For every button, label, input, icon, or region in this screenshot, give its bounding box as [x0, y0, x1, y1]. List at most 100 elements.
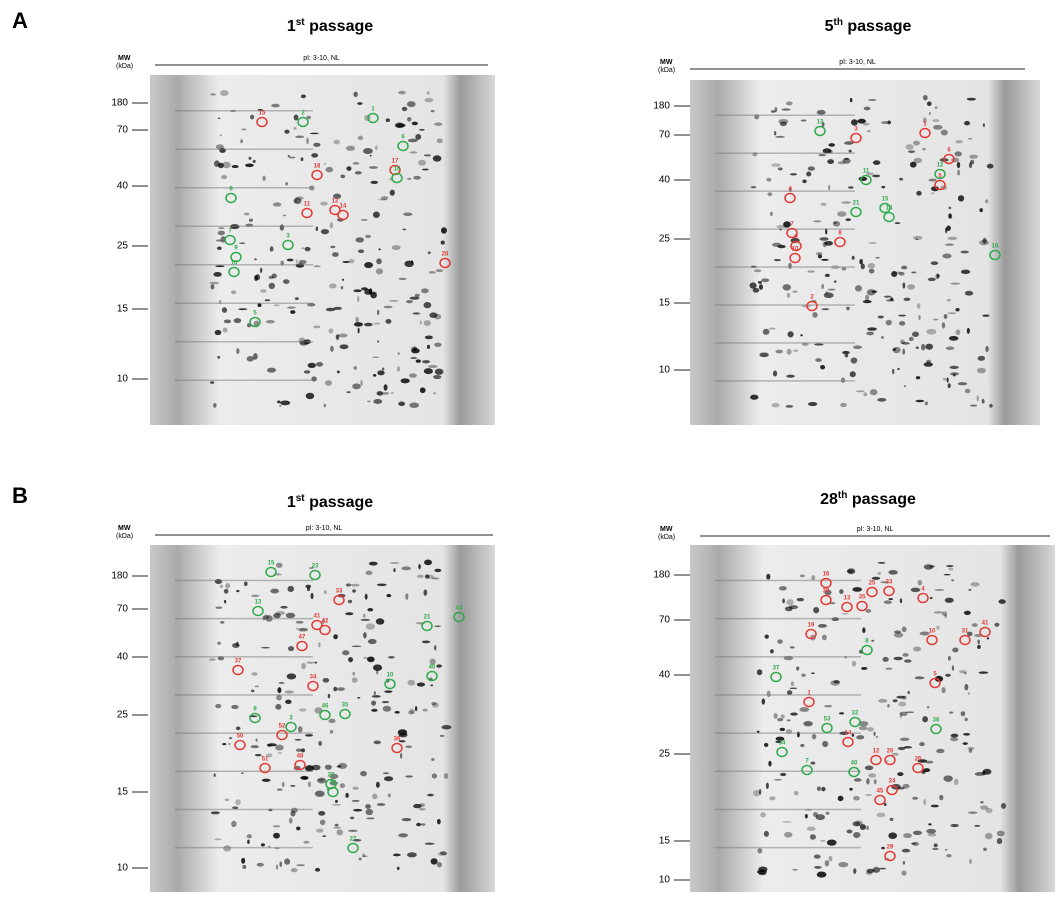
spot-circle — [453, 611, 465, 623]
spot-circle — [834, 236, 846, 248]
gel-spot — [881, 846, 885, 850]
gel-spot — [912, 830, 923, 836]
gel-spot — [398, 90, 406, 95]
gel-spot — [922, 147, 926, 151]
gel-spot — [807, 402, 818, 407]
gel-spot — [963, 610, 971, 615]
gel-spot — [287, 154, 290, 158]
gel-spot — [792, 290, 798, 294]
gel-spot — [966, 327, 970, 334]
gel-spot — [897, 746, 906, 751]
gel-spot — [217, 641, 221, 645]
gel-spot — [403, 212, 413, 217]
gel-spot — [372, 793, 378, 800]
spot-label: 12 — [332, 199, 339, 205]
gel-spot — [872, 866, 881, 873]
gel-spot — [219, 90, 229, 96]
gel-spot — [397, 352, 400, 355]
gel-spot — [908, 150, 916, 154]
gel-spot — [881, 185, 886, 189]
gel-spot — [841, 612, 849, 615]
gel-spot — [969, 154, 978, 159]
gel-spot — [864, 765, 874, 771]
gel-spot — [217, 355, 221, 359]
gel-spot — [772, 370, 778, 377]
gel-spot — [926, 705, 930, 709]
gel-spot — [373, 691, 376, 695]
gel-spot — [828, 184, 831, 191]
spot-circle — [282, 239, 294, 251]
gel-spot — [387, 655, 395, 659]
gel-spot — [964, 120, 970, 126]
gel-spot — [816, 871, 827, 878]
gel-spot — [945, 673, 951, 677]
gel-spot — [947, 656, 951, 661]
gel-spot — [409, 402, 419, 408]
gel-spot — [913, 157, 922, 164]
gel-spot — [219, 584, 224, 588]
gel-spot — [786, 374, 795, 378]
gel-spot — [865, 609, 872, 613]
gel-spot — [942, 253, 952, 259]
gel-spot — [353, 91, 358, 98]
gel-spot — [296, 826, 301, 831]
spot-circle — [309, 569, 321, 581]
gel-spot — [964, 290, 974, 296]
gel-spot — [363, 148, 373, 155]
gel-spot — [365, 808, 374, 816]
gel-spot — [998, 599, 1006, 604]
spot-circle — [784, 192, 796, 204]
gel-spot — [871, 576, 881, 580]
gel-spot — [926, 359, 932, 364]
gel-spot — [276, 788, 283, 791]
gel-spot — [776, 225, 787, 229]
spot-label: 19 — [808, 623, 815, 629]
gel-spot — [251, 594, 260, 598]
gel-spot — [360, 218, 368, 221]
gel-spot — [250, 745, 259, 749]
gel-spot — [865, 794, 873, 796]
gel-spot — [767, 192, 773, 197]
gel-spot — [957, 195, 965, 202]
gel-spot — [930, 804, 939, 808]
gel-spot — [364, 322, 373, 327]
gel-spot — [928, 178, 937, 182]
gel-spot — [280, 400, 291, 406]
gel-spot — [416, 682, 426, 687]
gel-band — [715, 114, 855, 116]
gel-spot — [313, 142, 321, 147]
gel-spot — [254, 685, 259, 688]
spot-label: 36 — [933, 718, 940, 724]
gel-spot — [849, 371, 856, 378]
gel-spot — [217, 227, 225, 229]
gel-spot — [985, 345, 989, 353]
gel-spot — [967, 137, 973, 140]
gel-spot — [360, 618, 371, 622]
gel-spot — [433, 374, 442, 380]
gel-spot — [948, 335, 959, 341]
gel-spot — [928, 823, 932, 826]
gel-spot — [334, 823, 339, 827]
gel-spot — [862, 122, 870, 126]
gel-spot — [760, 812, 766, 818]
gel-spot — [976, 395, 979, 402]
spot-label: 20 — [887, 749, 894, 755]
gel-spot — [239, 242, 246, 245]
gel-spot — [752, 287, 760, 293]
gel-band — [715, 656, 861, 658]
mw-tick-label: 25 — [117, 710, 129, 721]
gel-spot — [996, 837, 1003, 845]
gel-spot — [773, 713, 778, 719]
gel-spot — [903, 297, 911, 302]
gel-spot — [877, 561, 886, 564]
mw-tick-label: 40 — [659, 175, 671, 186]
gel-spot — [247, 839, 250, 845]
gel-spot — [236, 348, 240, 355]
gel-spot — [900, 711, 908, 717]
gel-spot — [943, 313, 948, 320]
gel-spot — [821, 283, 824, 290]
gel-spot — [924, 401, 929, 406]
gel-spot — [293, 126, 297, 130]
spot-label: 11 — [304, 202, 311, 208]
gel-spot — [768, 760, 772, 767]
